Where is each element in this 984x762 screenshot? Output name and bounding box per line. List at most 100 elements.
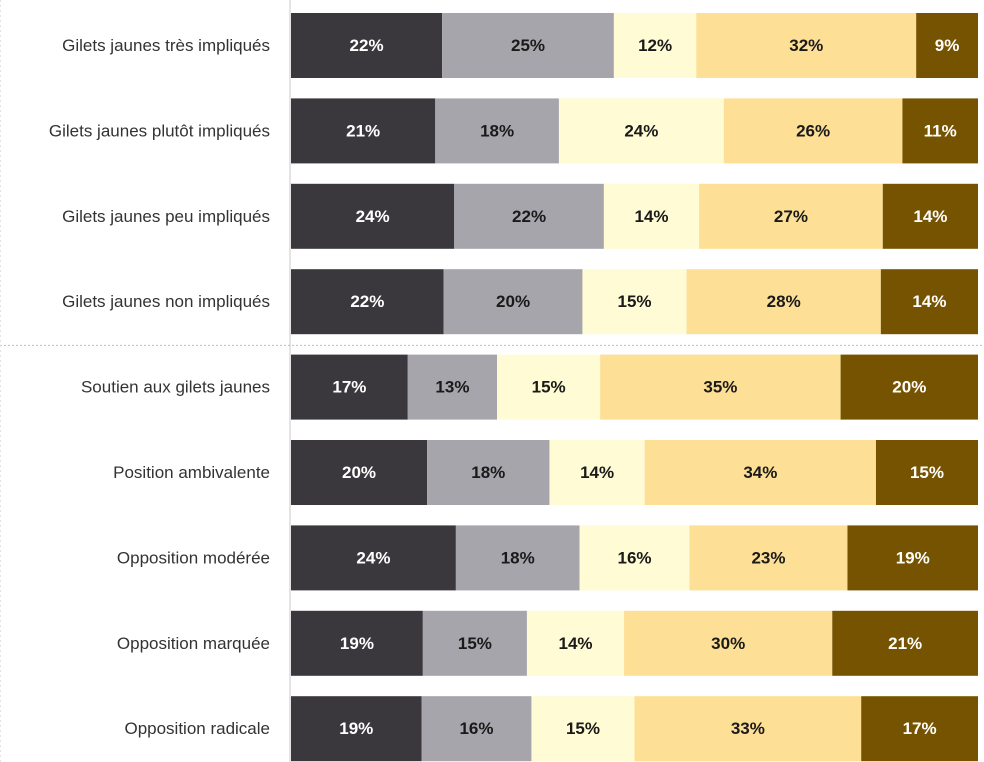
data-label: 14%	[558, 634, 592, 653]
bar-segment	[291, 525, 456, 591]
bar-segment	[291, 269, 444, 335]
data-label: 19%	[340, 634, 374, 653]
data-label: 14%	[634, 207, 668, 226]
data-label: 18%	[471, 463, 505, 482]
data-label: 34%	[743, 463, 777, 482]
bar-segment	[443, 269, 583, 335]
data-label: 25%	[511, 36, 545, 55]
bar-segment	[832, 610, 978, 676]
bar-segment	[455, 525, 580, 591]
bar-segment	[902, 98, 978, 164]
data-label: 24%	[356, 548, 390, 567]
data-label: 19%	[339, 719, 373, 738]
bar-segment	[723, 98, 903, 164]
category-label: Opposition radicale	[124, 719, 270, 738]
category-label: Opposition modérée	[117, 548, 270, 567]
bar-segment	[291, 610, 423, 676]
data-label: 21%	[346, 121, 380, 140]
bar-segment	[689, 525, 848, 591]
data-label: 20%	[342, 463, 376, 482]
bar-segment	[613, 13, 697, 78]
bar-segment	[880, 269, 978, 335]
data-label: 18%	[480, 121, 514, 140]
bar-segment	[421, 696, 532, 762]
bar-segment	[454, 183, 604, 249]
data-label: 20%	[496, 292, 530, 311]
data-label: 28%	[767, 292, 801, 311]
category-label: Gilets jaunes très impliqués	[62, 36, 270, 55]
data-label: 17%	[332, 378, 366, 397]
bar-segment	[882, 183, 978, 249]
bar-segment	[686, 269, 881, 335]
bar-segment	[291, 354, 408, 420]
category-label: Soutien aux gilets jaunes	[81, 378, 270, 397]
data-label: 15%	[458, 634, 492, 653]
data-label: 27%	[774, 207, 808, 226]
bar-segment	[582, 269, 687, 335]
data-label: 23%	[751, 548, 785, 567]
bar-segment	[291, 13, 443, 78]
bar-segment	[696, 13, 917, 78]
bar-segment	[916, 13, 978, 78]
bar-segment	[291, 440, 428, 505]
data-label: 9%	[935, 36, 960, 55]
bar-segment	[847, 525, 978, 591]
bar-segment	[291, 183, 455, 249]
data-label: 14%	[913, 207, 947, 226]
data-label: 19%	[896, 548, 930, 567]
data-label: 14%	[580, 463, 614, 482]
bar-segment	[600, 354, 841, 420]
bar-segment	[558, 98, 724, 164]
category-label: Position ambivalente	[113, 463, 270, 482]
bar-segment	[549, 440, 645, 505]
bar-segment	[579, 525, 690, 591]
data-label: 21%	[888, 634, 922, 653]
bar-segment	[291, 696, 422, 762]
bar-segment	[699, 183, 883, 249]
bar-segment	[422, 610, 527, 676]
bar-segment	[875, 440, 978, 505]
bar-segment	[526, 610, 625, 676]
category-label: Gilets jaunes peu impliqués	[62, 207, 270, 226]
bar-segment	[442, 13, 614, 78]
bar-segment	[861, 696, 978, 762]
data-label: 16%	[617, 548, 651, 567]
data-label: 15%	[532, 378, 566, 397]
data-label: 14%	[912, 292, 946, 311]
data-label: 11%	[924, 121, 957, 140]
bar-segment	[407, 354, 498, 420]
data-label: 22%	[350, 292, 384, 311]
data-label: 15%	[910, 463, 944, 482]
category-label: Opposition marquée	[117, 634, 270, 653]
data-label: 30%	[711, 634, 745, 653]
data-label: 22%	[350, 36, 384, 55]
bar-segment	[497, 354, 601, 420]
data-label: 33%	[731, 719, 765, 738]
bar-segment	[840, 354, 978, 420]
data-label: 24%	[624, 121, 658, 140]
data-label: 35%	[703, 378, 737, 397]
data-label: 26%	[796, 121, 830, 140]
data-label: 16%	[459, 719, 493, 738]
category-label: Gilets jaunes non impliqués	[62, 292, 270, 311]
bar-segment	[634, 696, 862, 762]
data-label: 13%	[435, 378, 469, 397]
data-label: 18%	[501, 548, 535, 567]
data-label: 15%	[617, 292, 651, 311]
bar-segment	[435, 98, 559, 164]
data-label: 20%	[892, 378, 926, 397]
bar-segment	[427, 440, 550, 505]
bar-segment	[644, 440, 876, 505]
bar-segment	[603, 183, 700, 249]
data-label: 15%	[566, 719, 600, 738]
bar-segment	[624, 610, 833, 676]
bar-segment	[531, 696, 635, 762]
data-label: 17%	[903, 719, 937, 738]
data-label: 22%	[512, 207, 546, 226]
data-label: 12%	[638, 36, 672, 55]
data-label: 32%	[789, 36, 823, 55]
category-label: Gilets jaunes plutôt impliqués	[49, 121, 270, 140]
data-label: 24%	[356, 207, 390, 226]
